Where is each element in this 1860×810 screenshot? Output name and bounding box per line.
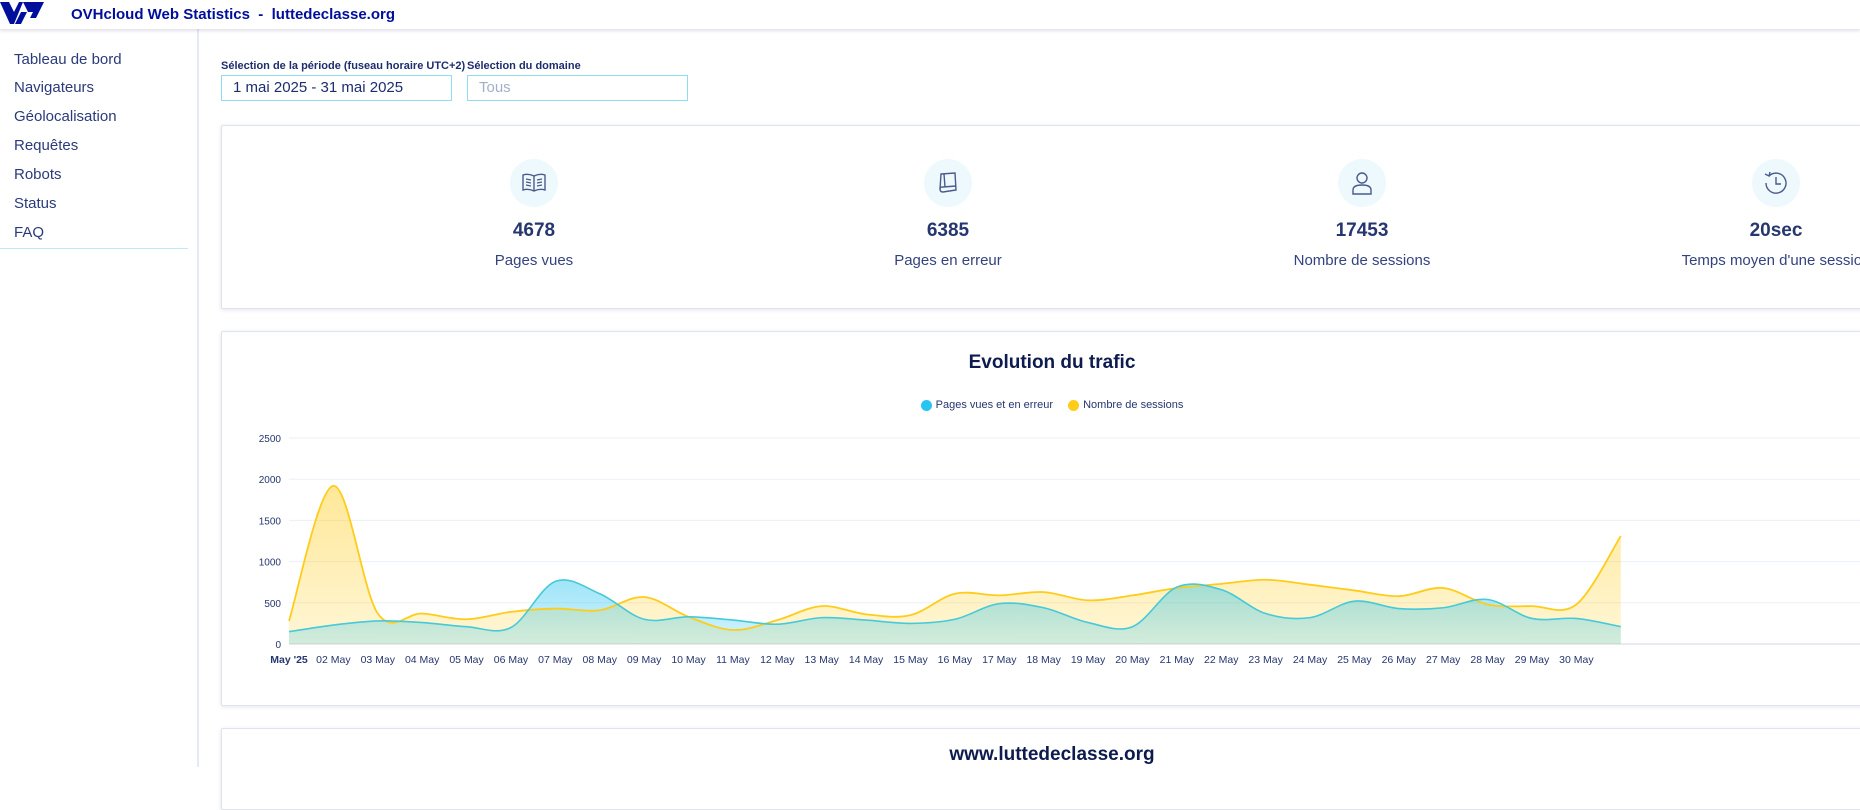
y-tick-label: 0: [275, 640, 281, 651]
legend-dot-pages: [920, 399, 932, 411]
x-tick-label: 16 May: [938, 654, 973, 666]
y-tick-label: 2000: [259, 475, 282, 486]
sidebar-item-status[interactable]: Status: [14, 195, 57, 212]
x-tick-label: 19 May: [1071, 654, 1106, 666]
site-section-title: www.luttedeclasse.org: [949, 744, 1155, 765]
x-tick-label: 18 May: [1026, 654, 1061, 666]
user-icon: [1338, 159, 1386, 207]
stat-label: Temps moyen d'une session: [1681, 252, 1860, 269]
ovhcloud-logo-icon[interactable]: [0, 0, 44, 26]
app-title: OVHcloud Web Statistics: [71, 6, 250, 23]
stat-label: Pages en erreur: [894, 252, 1002, 269]
traffic-chart-card: Evolution du trafic Pages vues et en err…: [221, 331, 1860, 706]
stats-card: 4678 Pages vues 6385 Pages en erreur 174…: [221, 125, 1860, 309]
x-tick-label: 08 May: [583, 654, 618, 666]
x-tick-label: 30 May: [1559, 654, 1594, 666]
legend-item-sessions[interactable]: Nombre de sessions: [1068, 399, 1183, 411]
x-tick-label: 06 May: [494, 654, 529, 666]
stat-value: 20sec: [1749, 220, 1803, 241]
sidebar-item-navigateurs[interactable]: Navigateurs: [14, 79, 95, 96]
app-brand: OVHcloud Web Statistics - luttedeclasse.…: [71, 6, 395, 23]
x-tick-label: 17 May: [982, 654, 1017, 666]
x-tick-label: 28 May: [1470, 654, 1505, 666]
x-tick-label: 12 May: [760, 654, 795, 666]
stat-label: Pages vues: [494, 252, 574, 269]
series-line-pages: [288, 579, 1621, 633]
domain-select[interactable]: Tous: [467, 75, 688, 101]
legend-label-sessions: Nombre de sessions: [1083, 399, 1184, 411]
legend-item-pages[interactable]: Pages vues et en erreur: [920, 399, 1054, 411]
sidebar-item-geolocalisation[interactable]: Géolocalisation: [14, 108, 117, 125]
header-domain: luttedeclasse.org: [271, 6, 396, 23]
stat-value: 4678: [512, 220, 556, 241]
sidebar-item-faq[interactable]: FAQ: [14, 224, 45, 241]
clock-icon: [1752, 159, 1800, 207]
x-tick-label: 23 May: [1248, 654, 1283, 666]
x-tick-label: 25 May: [1337, 654, 1372, 666]
y-tick-label: 1500: [259, 516, 282, 527]
x-tick-label: 09 May: [627, 654, 662, 666]
sidebar-divider: [0, 248, 188, 249]
sidebar-item-requetes[interactable]: Requêtes: [14, 137, 79, 154]
x-tick-label: 24 May: [1293, 654, 1328, 666]
sidebar-item-robots[interactable]: Robots: [14, 166, 62, 183]
x-tick-label: 14 May: [849, 654, 884, 666]
x-tick-label: 27 May: [1426, 654, 1461, 666]
closed-book-icon: [924, 159, 972, 207]
site-card: www.luttedeclasse.org: [221, 728, 1860, 810]
x-tick-label: 22 May: [1204, 654, 1239, 666]
x-tick-label: 15 May: [893, 654, 928, 666]
stat-value: 17453: [1335, 220, 1389, 241]
x-tick-label: 11 May: [716, 654, 750, 666]
x-tick-label: 21 May: [1160, 654, 1195, 666]
x-tick-label: 02 May: [316, 654, 351, 666]
x-tick-label: 29 May: [1515, 654, 1550, 666]
stat-sessions: 17453 Nombre de sessions: [1242, 159, 1482, 269]
chart-title: Evolution du trafic: [968, 352, 1136, 373]
y-tick-label: 2500: [259, 434, 282, 445]
domain-filter-label: Sélection du domaine: [467, 60, 581, 72]
open-book-icon: [510, 159, 558, 207]
x-tick-label: 07 May: [538, 654, 573, 666]
stat-pages-erreur: 6385 Pages en erreur: [828, 159, 1068, 269]
x-tick-label: 04 May: [405, 654, 440, 666]
title-separator: -: [258, 6, 264, 23]
x-tick-label: May '25: [270, 654, 308, 666]
sidebar-item-tableau-de-bord[interactable]: Tableau de bord: [14, 51, 122, 68]
top-header: OVHcloud Web Statistics - luttedeclasse.…: [0, 0, 1860, 29]
x-tick-label: 20 May: [1115, 654, 1150, 666]
x-tick-label: 10 May: [671, 654, 706, 666]
stat-pages-vues: 4678 Pages vues: [414, 159, 654, 269]
y-tick-label: 1000: [259, 558, 282, 569]
chart-legend: Pages vues et en erreur Nombre de sessio…: [222, 399, 1860, 414]
x-tick-label: 03 May: [361, 654, 396, 666]
stat-value: 6385: [926, 220, 970, 241]
x-tick-label: 13 May: [804, 654, 839, 666]
x-tick-label: 26 May: [1382, 654, 1417, 666]
x-tick-label: 05 May: [449, 654, 484, 666]
legend-label-pages: Pages vues et en erreur: [935, 399, 1054, 411]
y-tick-label: 500: [264, 599, 281, 610]
stat-label: Nombre de sessions: [1293, 252, 1431, 269]
series-line-sessions: [288, 484, 1622, 631]
stat-temps-moyen: 20sec Temps moyen d'une session: [1656, 159, 1860, 269]
period-date-picker[interactable]: 1 mai 2025 - 31 mai 2025: [221, 75, 452, 101]
sidebar: Tableau de bord Navigateurs Géolocalisat…: [0, 29, 199, 767]
period-filter-label: Sélection de la période (fuseau horaire …: [221, 60, 466, 72]
traffic-chart-plot[interactable]: 0 500 1000 1500 2000 2500 May '25 02 May 03 May 0…: [222, 332, 1860, 672]
series-area-pages: [289, 579, 1621, 644]
legend-dot-sessions: [1068, 399, 1080, 411]
series-area-sessions: [289, 485, 1621, 644]
